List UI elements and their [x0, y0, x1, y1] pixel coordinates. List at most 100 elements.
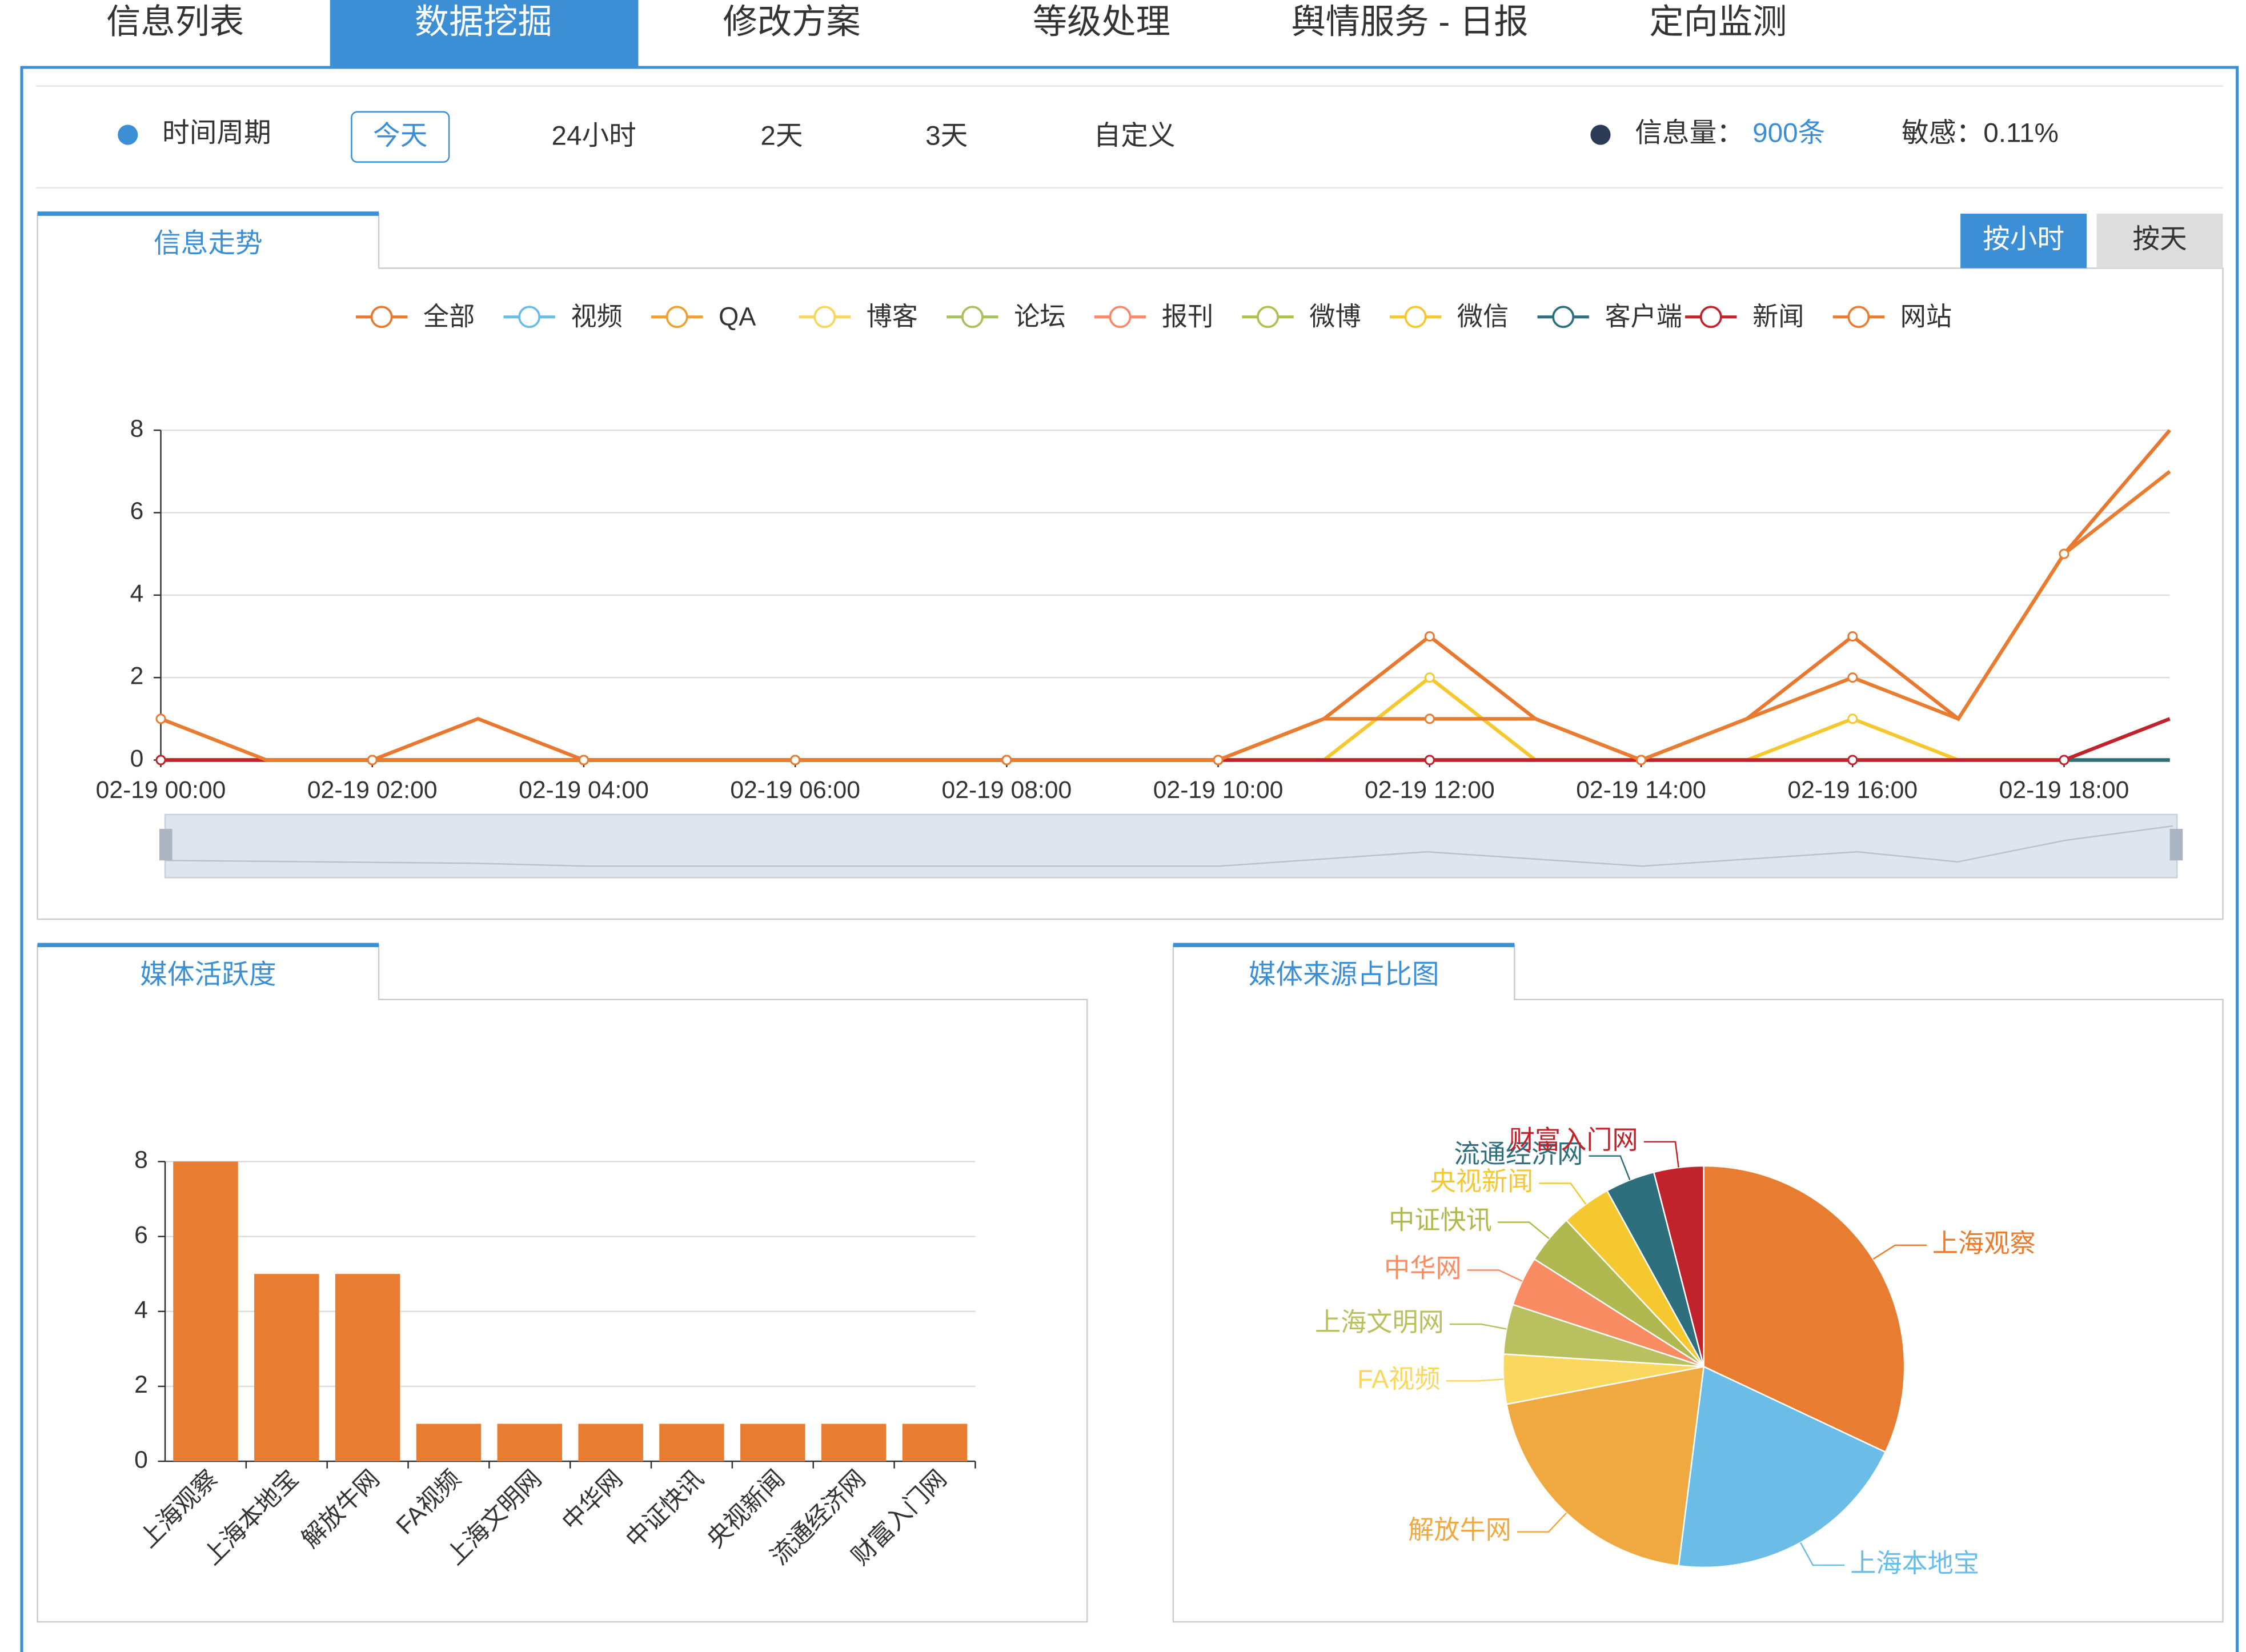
legend-label: 网站: [1900, 302, 1952, 331]
zoom-handle[interactable]: [159, 829, 173, 861]
y-tick-label: 6: [130, 498, 144, 525]
tab[interactable]: 信息列表: [106, 2, 244, 41]
legend-label: QA: [719, 302, 756, 331]
slice-label: 央视新闻: [1430, 1166, 1534, 1196]
point: [155, 755, 166, 765]
leader-line: [1449, 1323, 1507, 1330]
leader-line: [1799, 1542, 1845, 1566]
x-tick-label: 02-19 02:00: [307, 776, 438, 804]
point: [2059, 755, 2069, 765]
slice-label: 解放牛网: [1408, 1515, 1511, 1545]
leader-line: [1517, 1512, 1567, 1533]
point: [1847, 713, 1858, 724]
leader-line: [1539, 1182, 1587, 1205]
point: [1424, 672, 1435, 683]
bar: [578, 1424, 643, 1462]
y-tick-label: 4: [134, 1296, 148, 1324]
legend-label: 全部: [423, 302, 475, 331]
legend-label: 微信: [1457, 302, 1509, 331]
legend-label: 客户端: [1605, 302, 1682, 331]
y-tick-label: 0: [134, 1446, 148, 1473]
legend-swatch: [1404, 306, 1427, 328]
tab[interactable]: 等级处理: [1033, 2, 1170, 41]
bar: [740, 1424, 805, 1462]
tab[interactable]: 数据挖掘: [415, 2, 552, 41]
zoom-preview: [165, 825, 2173, 867]
x-tick-label: 02-19 08:00: [942, 776, 1072, 804]
y-tick-label: 0: [130, 745, 144, 772]
active-tab-bg: [330, 0, 639, 69]
point: [1636, 755, 1647, 765]
legend-swatch: [1847, 306, 1870, 328]
legend-label: 博客: [867, 302, 918, 331]
button[interactable]: [2096, 214, 2223, 268]
legend-swatch: [1552, 306, 1575, 328]
point: [2059, 548, 2069, 559]
time-option[interactable]: 今天: [373, 121, 427, 151]
label: 敏感：0.11%: [1902, 118, 2059, 149]
zoom-slider[interactable]: [164, 813, 2178, 879]
tab[interactable]: 修改方案: [723, 2, 861, 41]
legend-swatch: [518, 306, 541, 328]
legend-swatch: [813, 306, 836, 328]
legend-label: 微博: [1309, 302, 1361, 331]
label: 按天: [2132, 224, 2187, 254]
slice-label: 财富入门网: [1509, 1125, 1638, 1154]
slice-label: 中华网: [1384, 1253, 1462, 1282]
point: [1424, 713, 1435, 724]
point: [1213, 755, 1224, 765]
x-tick-label: 02-19 06:00: [730, 776, 860, 804]
point: [367, 755, 378, 765]
y-tick-label: 4: [130, 580, 144, 607]
label: 时间周期: [162, 118, 271, 149]
point: [155, 713, 166, 724]
x-tick-label: 中华网: [557, 1465, 628, 1535]
x-tick-label: 解放牛网: [296, 1465, 385, 1553]
pie-slice: [1678, 1365, 1887, 1569]
legend-swatch: [370, 306, 393, 328]
series-line: [161, 675, 2170, 762]
bar: [173, 1161, 238, 1462]
leader-line: [1872, 1244, 1927, 1260]
legend-swatch: [665, 306, 688, 328]
label: 媒体活跃度: [140, 960, 276, 990]
y-tick-label: 2: [130, 662, 144, 689]
label: 信息量：: [1635, 118, 1744, 149]
label: 信息走势: [154, 228, 263, 259]
time-option[interactable]: 24小时: [551, 121, 636, 151]
point: [1847, 672, 1858, 683]
bar: [416, 1424, 482, 1462]
point: [1424, 631, 1435, 642]
slice-label: 上海文明网: [1315, 1308, 1444, 1337]
bar: [902, 1424, 968, 1462]
legend-swatch: [961, 306, 984, 328]
zoom-handle[interactable]: [2169, 829, 2183, 861]
series-line: [160, 470, 2171, 762]
x-tick-label: 02-19 00:00: [96, 776, 226, 804]
point: [1847, 631, 1858, 642]
tab[interactable]: 舆情服务 - 日报: [1292, 2, 1529, 41]
time-option[interactable]: 自定义: [1094, 121, 1176, 151]
leader-line: [1497, 1221, 1550, 1240]
time-option[interactable]: 2天: [760, 121, 803, 151]
slice-label: 中证快讯: [1389, 1206, 1492, 1235]
bullet: [118, 125, 138, 145]
button[interactable]: [1960, 214, 2087, 268]
legend-label: 新闻: [1752, 302, 1804, 331]
x-tick-label: 02-19 12:00: [1365, 776, 1495, 804]
leader-line: [1467, 1269, 1523, 1282]
bar: [821, 1424, 887, 1462]
slice-label: FA视频: [1357, 1364, 1441, 1393]
tab[interactable]: 定向监测: [1649, 2, 1787, 41]
time-option[interactable]: 3天: [925, 121, 968, 151]
x-tick-label: 02-19 18:00: [1999, 776, 2129, 804]
frame: [20, 66, 2239, 1652]
bullet: [1590, 125, 1611, 145]
point: [1847, 755, 1858, 765]
bar: [497, 1424, 563, 1462]
x-tick-label: 中证快讯: [621, 1465, 709, 1553]
x-tick-label: FA视频: [391, 1465, 466, 1539]
bar: [254, 1274, 319, 1462]
